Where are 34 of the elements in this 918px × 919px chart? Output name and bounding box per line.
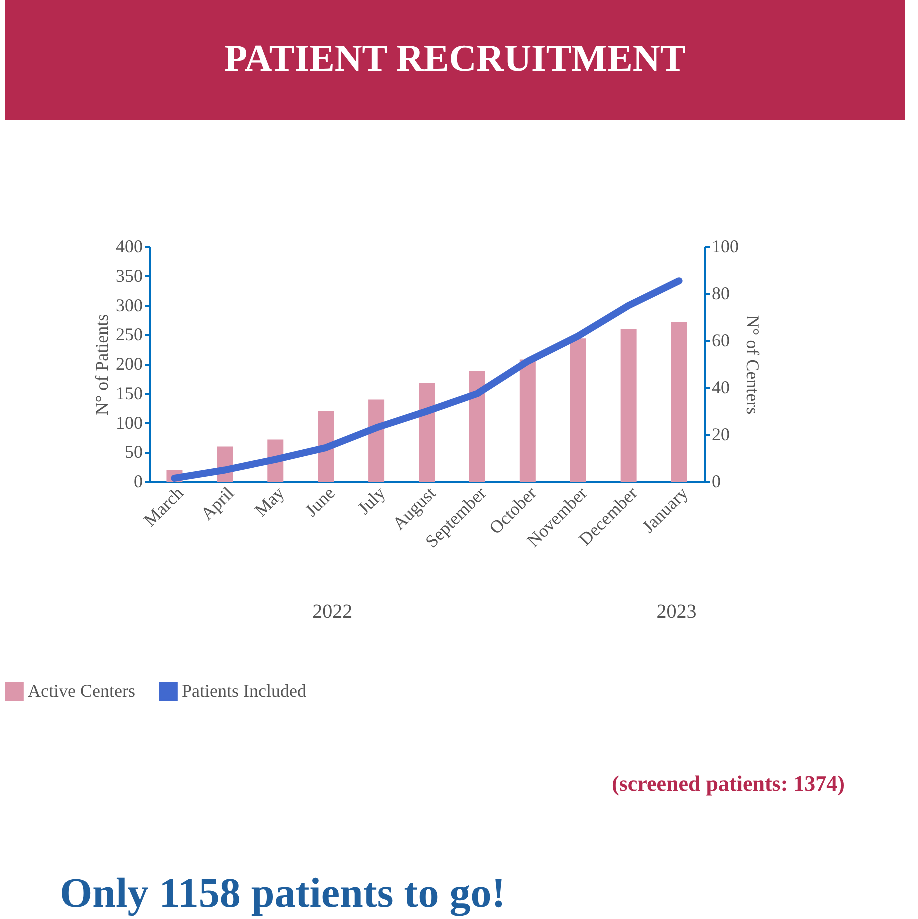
y2-tick-label: 0 — [712, 472, 721, 492]
chart-title: PATIENT RECRUITMENT — [224, 38, 686, 80]
legend-label: Active Centers — [28, 680, 136, 701]
x-tick-label: July — [354, 483, 390, 518]
y-tick-label: 400 — [116, 236, 143, 256]
y2-tick-label: 40 — [712, 378, 730, 398]
y-tick-label: 250 — [116, 324, 143, 345]
text: 2022 — [312, 601, 353, 623]
bar — [368, 400, 385, 482]
y-tick-label: 50 — [125, 442, 143, 462]
y-axis-title: N° of Patients — [92, 314, 112, 416]
x-tick-label: June — [301, 483, 339, 521]
bar — [469, 372, 486, 482]
y2-tick-label: 20 — [712, 424, 730, 444]
y-tick-label: 300 — [116, 295, 143, 316]
bar — [570, 338, 586, 482]
legend-label: Patients Included — [182, 680, 306, 701]
bar — [671, 322, 688, 482]
y2-tick-label: 80 — [712, 284, 730, 304]
x-tick-label: May — [250, 483, 288, 521]
bar — [520, 360, 536, 482]
bar — [419, 383, 435, 482]
y2-tick-label: 100 — [712, 236, 739, 256]
y-tick-label: 100 — [116, 412, 143, 433]
y-tick-label: 200 — [116, 354, 143, 374]
y-tick-label: 350 — [116, 266, 143, 286]
bar — [620, 329, 637, 482]
y-tick-label: 150 — [116, 383, 143, 404]
y2-axis-title: N° of Centers — [743, 315, 763, 415]
y-tick-label: 0 — [134, 472, 143, 492]
text: 2023 — [656, 601, 697, 623]
y2-tick-label: 60 — [712, 330, 730, 350]
text: (screened patients: 1374) — [612, 771, 845, 796]
text: Only 1158 patients to go! — [60, 871, 506, 917]
